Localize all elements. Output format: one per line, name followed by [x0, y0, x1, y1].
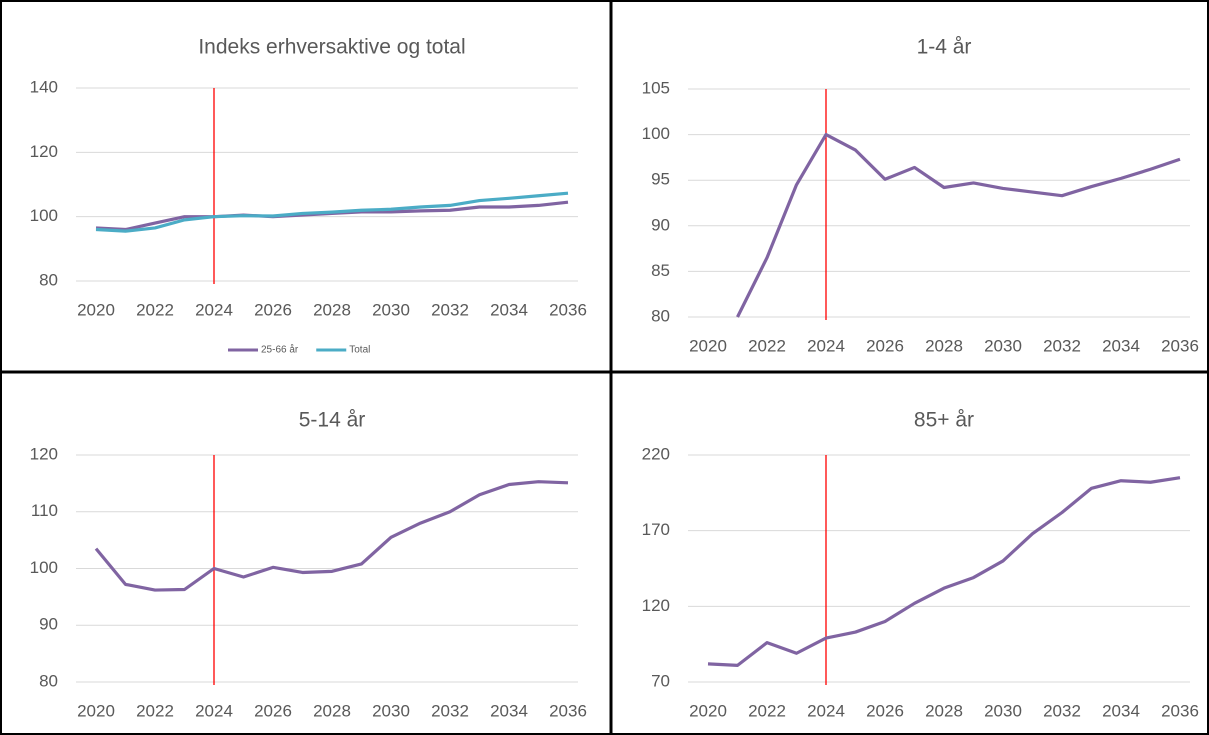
y-tick-label: 80: [39, 270, 58, 289]
y-tick-label: 90: [651, 215, 670, 234]
data-line: [707, 476, 1181, 667]
x-tick-label: 2020: [77, 701, 115, 720]
y-tick-label: 220: [642, 444, 670, 463]
x-tick-label: 2030: [984, 701, 1022, 720]
x-tick-label: 2028: [925, 701, 963, 720]
x-tick-label: 2024: [195, 701, 233, 720]
chart-title: 85+ år: [914, 409, 974, 432]
x-tick-label: 2028: [313, 701, 351, 720]
chart-panel: 5-14 år 80 90 100 110 120 2020 2022 2024 2026 2028…: [30, 409, 587, 721]
x-tick-label: 2020: [689, 701, 727, 720]
chart-title: Indeks erhversaktive og total: [198, 36, 465, 59]
y-tick-label: 170: [642, 520, 670, 539]
x-tick-label: 2022: [136, 300, 174, 319]
x-tick-label: 2020: [689, 336, 727, 355]
y-tick-label: 120: [642, 596, 670, 615]
x-tick-label: 2034: [1102, 701, 1140, 720]
x-tick-label: 2026: [254, 701, 292, 720]
x-tick-label: 2022: [748, 701, 786, 720]
x-tick-label: 2036: [1161, 336, 1199, 355]
x-tick-label: 2036: [1161, 701, 1199, 720]
x-tick-label: 2022: [136, 701, 174, 720]
x-tick-label: 2032: [1043, 701, 1081, 720]
chart-title: 5-14 år: [299, 409, 366, 432]
legend-label: Total: [349, 345, 370, 356]
chart-panel: 85+ år 70 120 170 220 2020 2022 2024 2026 2028 203…: [642, 409, 1199, 721]
x-tick-label: 2036: [549, 300, 587, 319]
chart-title: 1-4 år: [917, 36, 972, 59]
data-line: [94, 480, 569, 592]
x-tick-label: 2022: [748, 336, 786, 355]
y-tick-label: 100: [30, 206, 58, 225]
x-tick-label: 2024: [807, 701, 845, 720]
x-tick-label: 2034: [1102, 336, 1140, 355]
y-tick-label: 120: [30, 444, 58, 463]
x-tick-label: 2020: [77, 300, 115, 319]
x-tick-label: 2024: [807, 336, 845, 355]
y-tick-label: 100: [642, 124, 670, 143]
legend-label: 25-66 år: [261, 344, 299, 356]
y-tick-label: 85: [651, 261, 670, 280]
x-tick-label: 2026: [254, 300, 292, 319]
x-tick-label: 2030: [984, 336, 1022, 355]
y-tick-label: 80: [651, 306, 670, 325]
x-tick-label: 2028: [925, 336, 963, 355]
chart-panel: 1-4 år 80 85 90 95 100 105 2020 2022 2024 2026 2028…: [642, 36, 1199, 356]
x-tick-label: 2034: [490, 300, 528, 319]
y-tick-label: 110: [31, 501, 58, 520]
x-tick-label: 2032: [1043, 336, 1081, 355]
y-tick-label: 90: [39, 615, 58, 634]
y-tick-label: 95: [651, 170, 670, 189]
x-tick-label: 2028: [313, 300, 351, 319]
x-tick-label: 2024: [195, 300, 233, 319]
y-tick-label: 100: [30, 558, 58, 577]
x-tick-label: 2032: [431, 300, 469, 319]
x-tick-label: 2026: [866, 701, 904, 720]
x-tick-label: 2030: [372, 300, 410, 319]
y-tick-label: 105: [642, 78, 670, 97]
data-line: [95, 191, 569, 233]
y-tick-label: 70: [651, 671, 670, 690]
x-tick-label: 2032: [431, 701, 469, 720]
y-tick-label: 140: [30, 77, 58, 96]
chart-panel: Indeks erhversaktive og total 80 100 120 140…: [30, 36, 587, 356]
y-tick-label: 80: [39, 671, 58, 690]
x-tick-label: 2034: [490, 701, 528, 720]
y-tick-label: 120: [30, 142, 58, 161]
x-tick-label: 2036: [549, 701, 587, 720]
data-line: [736, 133, 1181, 318]
x-tick-label: 2030: [372, 701, 410, 720]
x-tick-label: 2026: [866, 336, 904, 355]
